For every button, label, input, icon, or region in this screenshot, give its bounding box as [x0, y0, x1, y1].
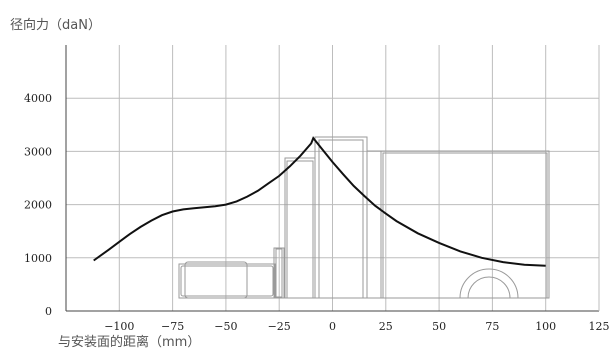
x-tick-label: 50: [432, 320, 446, 333]
x-tick-label: −50: [214, 320, 237, 333]
x-tick-label: −75: [161, 320, 184, 333]
x-tick-label: −25: [268, 320, 291, 333]
y-tick-label: 2000: [24, 199, 52, 212]
x-tick-label: 100: [535, 320, 556, 333]
x-tick-label: −100: [104, 320, 134, 333]
bearing-outline-drawing: [178, 136, 550, 299]
y-axis-title: 径向力（daN）: [10, 18, 101, 33]
x-axis-title: 与安装面的距离（mm）: [58, 335, 201, 350]
x-tick-label: 25: [379, 320, 393, 333]
y-tick-label: 0: [45, 305, 52, 318]
tick-labels: −100 −75 −50 −25 0 25 50 75 100 125 0 1000 2000 3000 4…: [24, 92, 610, 333]
x-tick-label: 125: [589, 320, 610, 333]
y-tick-label: 4000: [24, 92, 52, 105]
y-tick-label: 1000: [24, 252, 52, 265]
x-tick-label: 0: [329, 320, 336, 333]
series-line: [93, 136, 546, 267]
x-tick-label: 75: [485, 320, 499, 333]
y-tick-label: 3000: [24, 145, 52, 158]
grid: [65, 45, 600, 312]
